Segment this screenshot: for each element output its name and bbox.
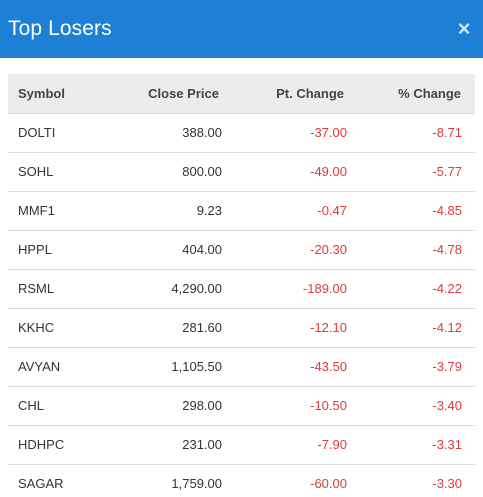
cell-pt-change: -20.30 [310,242,347,257]
cell-pt-change: -0.47 [317,203,347,218]
column-header-close-price[interactable]: Close Price [148,85,219,101]
cell-symbol: DOLTI [18,125,56,140]
cell-close-price: 9.23 [196,203,222,218]
cell-symbol: MMF1 [18,203,55,218]
cell-pct-change: -8.71 [432,125,462,140]
cell-pt-change: -60.00 [310,476,347,492]
cell-close-price: 1,105.50 [171,359,222,374]
top-losers-table: Symbol Close Price Pt. Change % Change D… [8,74,475,497]
cell-symbol: AVYAN [18,359,61,374]
cell-pt-change: -189.00 [302,281,347,296]
cell-close-price: 1,759.00 [171,476,222,492]
close-icon[interactable]: × [457,16,471,41]
cell-pct-change: -4.12 [432,320,462,335]
cell-pct-change: -3.31 [432,437,462,452]
cell-pt-change: -7.90 [317,437,347,452]
table-header-row: Symbol Close Price Pt. Change % Change [8,74,475,113]
cell-pt-change: -49.00 [310,164,347,179]
table-row[interactable]: RSML 4,290.00 -189.00 -4.22 [8,269,475,308]
cell-pt-change: -43.50 [310,359,347,374]
cell-pct-change: -3.79 [432,359,462,374]
cell-close-price: 281.60 [182,320,222,335]
cell-close-price: 388.00 [182,125,222,140]
cell-pt-change: -10.50 [310,398,347,413]
table-row[interactable]: HDHPC 231.00 -7.90 -3.31 [8,425,475,464]
column-header-pct-change[interactable]: % Change [398,85,461,101]
cell-close-price: 298.00 [182,398,222,413]
cell-pct-change: -4.85 [432,203,462,218]
table-row[interactable]: SOHL 800.00 -49.00 -5.77 [8,152,475,191]
cell-close-price: 231.00 [182,437,222,452]
cell-pct-change: -4.78 [432,242,462,257]
cell-close-price: 404.00 [182,242,222,257]
table-row[interactable]: AVYAN 1,105.50 -43.50 -3.79 [8,347,475,386]
cell-pt-change: -12.10 [310,320,347,335]
table-row[interactable]: SAGAR 1,759.00 -60.00 -3.30 [8,464,475,497]
cell-symbol: SAGAR [18,476,64,492]
modal-header: Top Losers × [0,0,483,58]
cell-symbol: SOHL [18,164,54,179]
cell-symbol: CHL [18,398,45,413]
cell-pct-change: -5.77 [432,164,462,179]
table-row[interactable]: CHL 298.00 -10.50 -3.40 [8,386,475,425]
cell-close-price: 800.00 [182,164,222,179]
cell-pct-change: -4.22 [432,281,462,296]
table-row[interactable]: KKHC 281.60 -12.10 -4.12 [8,308,475,347]
table-row[interactable]: MMF1 9.23 -0.47 -4.85 [8,191,475,230]
cell-pt-change: -37.00 [310,125,347,140]
table-row[interactable]: DOLTI 388.00 -37.00 -8.71 [8,113,475,152]
table-row[interactable]: HPPL 404.00 -20.30 -4.78 [8,230,475,269]
modal-title: Top Losers [8,17,112,40]
cell-symbol: HPPL [18,242,52,257]
column-header-symbol[interactable]: Symbol [18,85,65,101]
cell-symbol: HDHPC [18,437,65,452]
cell-pct-change: -3.30 [432,476,462,492]
column-header-pt-change[interactable]: Pt. Change [276,85,344,101]
cell-symbol: RSML [18,281,55,296]
cell-close-price: 4,290.00 [171,281,222,296]
losers-table: Symbol Close Price Pt. Change % Change D… [8,74,475,497]
cell-symbol: KKHC [18,320,55,335]
cell-pct-change: -3.40 [432,398,462,413]
